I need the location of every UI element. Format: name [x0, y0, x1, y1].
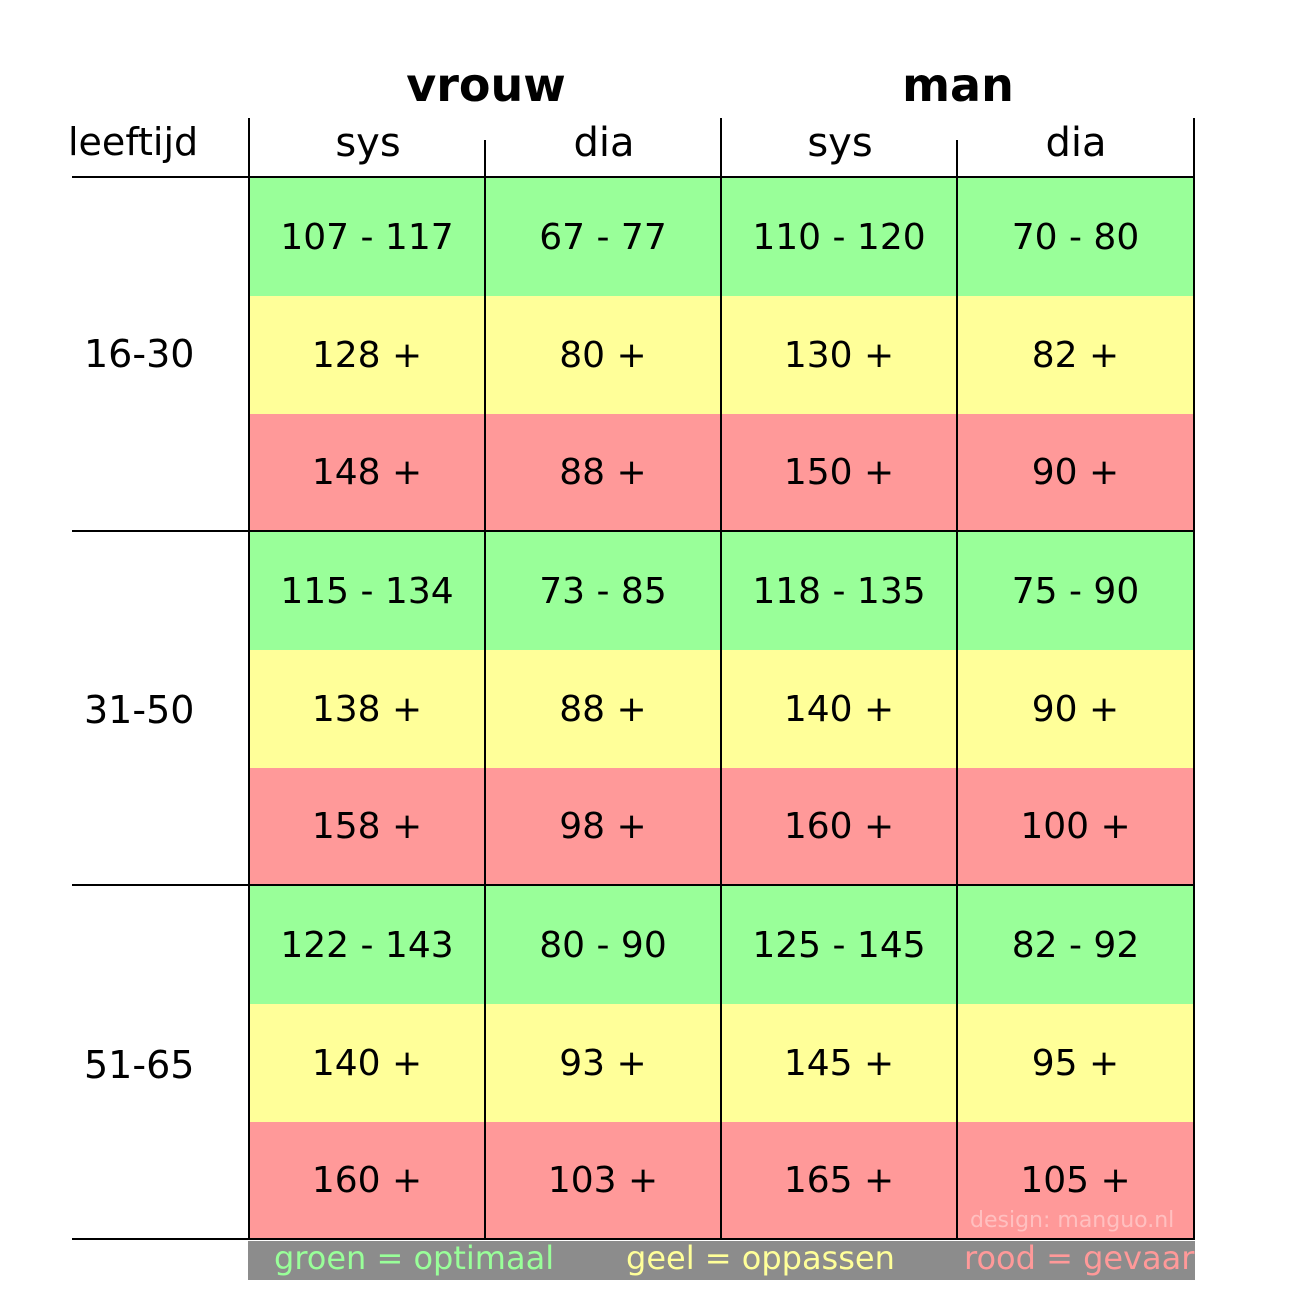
table-cell-red: 105 +: [958, 1122, 1193, 1238]
header-divider: [72, 176, 1195, 178]
table-cell-red: 158 +: [250, 768, 484, 884]
column-divider: [484, 140, 486, 1240]
legend-green: groen = optimaal: [274, 1239, 555, 1277]
table-cell-yellow: 145 +: [722, 1004, 956, 1122]
row-divider: [72, 530, 1195, 532]
table-cell-yellow: 95 +: [958, 1004, 1193, 1122]
table-cell-green: 73 - 85: [486, 532, 720, 650]
table-cell-yellow: 80 +: [486, 296, 720, 414]
table-cell-yellow: 93 +: [486, 1004, 720, 1122]
group-header-vrouw: vrouw: [406, 58, 566, 112]
age-label: 16-30: [84, 332, 195, 376]
age-label: 31-50: [84, 688, 195, 732]
table-cell-yellow: 128 +: [250, 296, 484, 414]
table-cell-red: 100 +: [958, 768, 1193, 884]
table-cell-yellow: 138 +: [250, 650, 484, 768]
table-cell-red: 98 +: [486, 768, 720, 884]
table-cell-yellow: 82 +: [958, 296, 1193, 414]
table-cell-red: 165 +: [722, 1122, 956, 1238]
column-divider: [1193, 118, 1195, 1240]
column-header-vrouw-dia: dia: [573, 120, 635, 166]
legend-red: rood = gevaar: [964, 1239, 1195, 1277]
table-cell-green: 118 - 135: [722, 532, 956, 650]
table-cell-green: 80 - 90: [486, 886, 720, 1004]
table-cell-yellow: 140 +: [722, 650, 956, 768]
table-cell-green: 122 - 143: [250, 886, 484, 1004]
table-cell-yellow: 88 +: [486, 650, 720, 768]
table-cell-green: 75 - 90: [958, 532, 1193, 650]
table-cell-green: 115 - 134: [250, 532, 484, 650]
column-divider: [720, 118, 722, 1240]
table-cell-red: 150 +: [722, 414, 956, 530]
table-cell-red: 160 +: [722, 768, 956, 884]
column-header-man-dia: dia: [1045, 120, 1107, 166]
table-cell-green: 82 - 92: [958, 886, 1193, 1004]
table-cell-green: 110 - 120: [722, 178, 956, 296]
color-legend: groen = optimaal geel = oppassen rood = …: [248, 1239, 1195, 1280]
table-cell-green: 125 - 145: [722, 886, 956, 1004]
age-label: 51-65: [84, 1043, 195, 1087]
column-header-man-sys: sys: [807, 120, 873, 166]
table-cell-yellow: 130 +: [722, 296, 956, 414]
row-divider: [72, 884, 1195, 886]
table-cell-green: 107 - 117: [250, 178, 484, 296]
legend-yellow: geel = oppassen: [626, 1239, 895, 1277]
table-cell-green: 70 - 80: [958, 178, 1193, 296]
table-cell-red: 148 +: [250, 414, 484, 530]
design-credit: design: manguo.nl: [970, 1208, 1175, 1233]
table-cell-green: 67 - 77: [486, 178, 720, 296]
table-cell-red: 88 +: [486, 414, 720, 530]
group-header-man: man: [902, 58, 1014, 112]
column-header-vrouw-sys: sys: [335, 120, 401, 166]
table-cell-red: 90 +: [958, 414, 1193, 530]
table-cell-yellow: 90 +: [958, 650, 1193, 768]
table-cell-red: 160 +: [250, 1122, 484, 1238]
table-cell-red: 103 +: [486, 1122, 720, 1238]
column-divider: [248, 118, 250, 1240]
age-column-header: leeftijd: [68, 120, 199, 164]
column-divider: [956, 140, 958, 1240]
bottom-divider: [72, 1238, 1195, 1240]
table-cell-yellow: 140 +: [250, 1004, 484, 1122]
